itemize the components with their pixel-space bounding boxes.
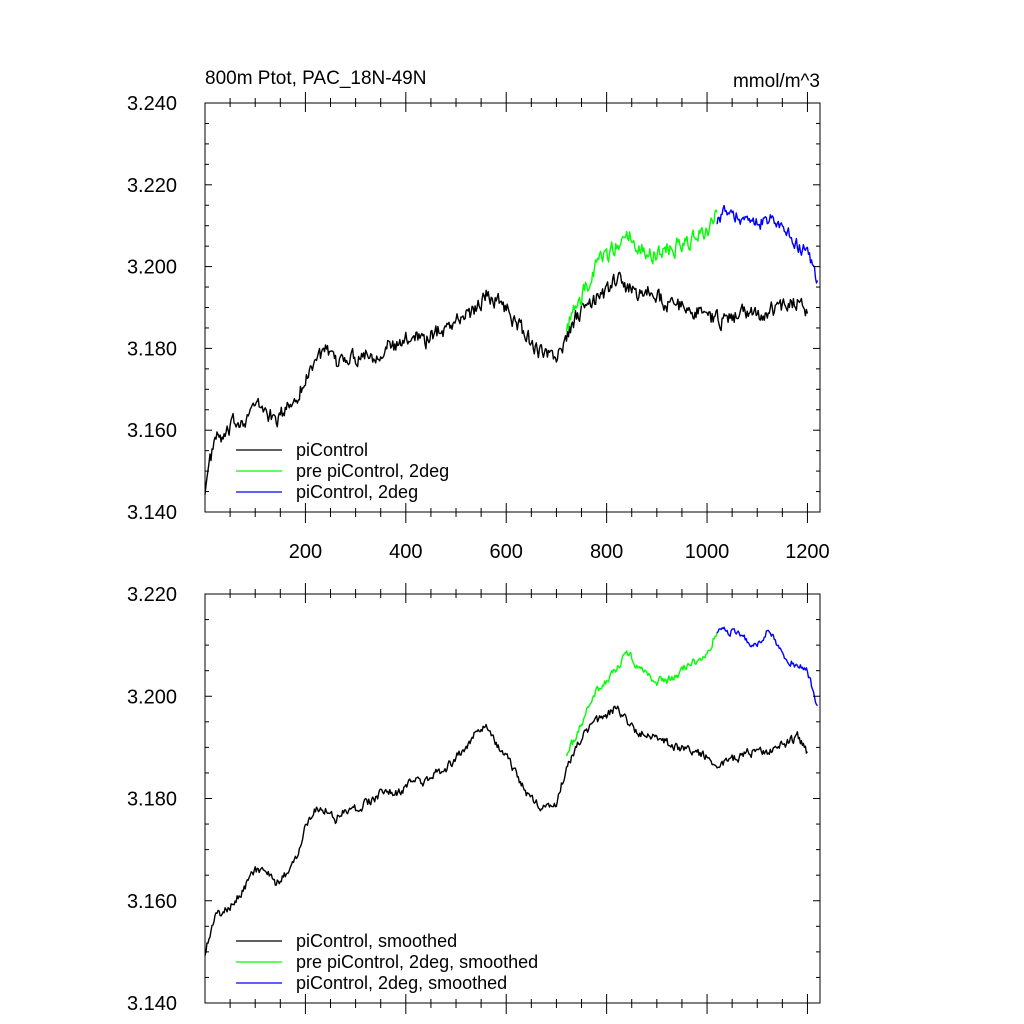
- plot-frame: [204, 102, 821, 513]
- axes-layer: 3.140 3.160 3.180 3.200 3.220 3.240 200 400 600 8…: [127, 92, 830, 563]
- legend: piControl pre piControl, 2deg piControl,…: [236, 440, 449, 502]
- x-tick-label: 400: [389, 541, 422, 563]
- y-tick-label: 3.180: [127, 789, 177, 811]
- x-tick-label: 1000: [685, 541, 730, 563]
- x-tick-label: 800: [590, 541, 623, 563]
- series-line-1: [565, 209, 718, 332]
- bottom-panel: 3.140 3.160 3.180 3.200 3.220 piControl, smo…: [127, 583, 821, 1015]
- y-tick-label: 3.220: [127, 175, 177, 197]
- legend-label-0: piControl: [296, 440, 368, 460]
- y-tick-label: 3.200: [127, 257, 177, 279]
- y-tick-label: 3.200: [127, 686, 177, 708]
- units-label: mmol/m^3: [733, 71, 820, 92]
- y-tick-label: 3.180: [127, 338, 177, 360]
- legend-label-1: pre piControl, 2deg: [296, 461, 449, 481]
- y-tick-label: 3.140: [127, 502, 177, 524]
- x-tick-label: 1200: [785, 541, 830, 563]
- y-tick-label: 3.240: [127, 93, 177, 115]
- legend-label-1: pre piControl, 2deg, smoothed: [296, 952, 538, 972]
- series-layer: [204, 626, 819, 956]
- x-tick-label: 600: [490, 541, 523, 563]
- legend-label-0: piControl, smoothed: [296, 931, 457, 951]
- series-line-2: [716, 204, 819, 284]
- series-line-0: [204, 271, 809, 495]
- y-tick-label: 3.160: [127, 420, 177, 442]
- legend: piControl, smoothed pre piControl, 2deg,…: [236, 931, 538, 993]
- x-tick-label: 200: [289, 541, 322, 563]
- series-line-2: [716, 626, 819, 707]
- y-tick-label: 3.160: [127, 891, 177, 913]
- plot-frame: [204, 593, 821, 1004]
- y-tick-label: 3.140: [127, 993, 177, 1015]
- y-tick-label: 3.220: [127, 584, 177, 606]
- series-line-1: [565, 631, 718, 757]
- legend-label-2: piControl, 2deg, smoothed: [296, 973, 507, 993]
- axes-layer: 3.140 3.160 3.180 3.200 3.220: [127, 583, 820, 1015]
- legend-label-2: piControl, 2deg: [296, 482, 418, 502]
- top-panel: 800m Ptot, PAC_18N-49N mmol/m^3 3.1403.1…: [127, 68, 830, 563]
- series-line-0: [204, 705, 808, 956]
- series-layer: [204, 204, 819, 495]
- panel-title: 800m Ptot, PAC_18N-49N: [205, 68, 426, 89]
